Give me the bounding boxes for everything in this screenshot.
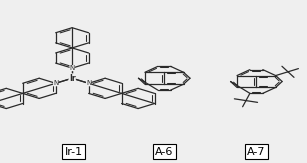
Text: N: N: [53, 80, 58, 86]
Text: Ir-1: Ir-1: [64, 147, 83, 157]
Text: N: N: [86, 80, 91, 86]
Text: N: N: [69, 65, 75, 71]
Text: A-7: A-7: [247, 147, 266, 157]
Text: A-6: A-6: [155, 147, 173, 157]
Text: Ir: Ir: [69, 74, 76, 83]
